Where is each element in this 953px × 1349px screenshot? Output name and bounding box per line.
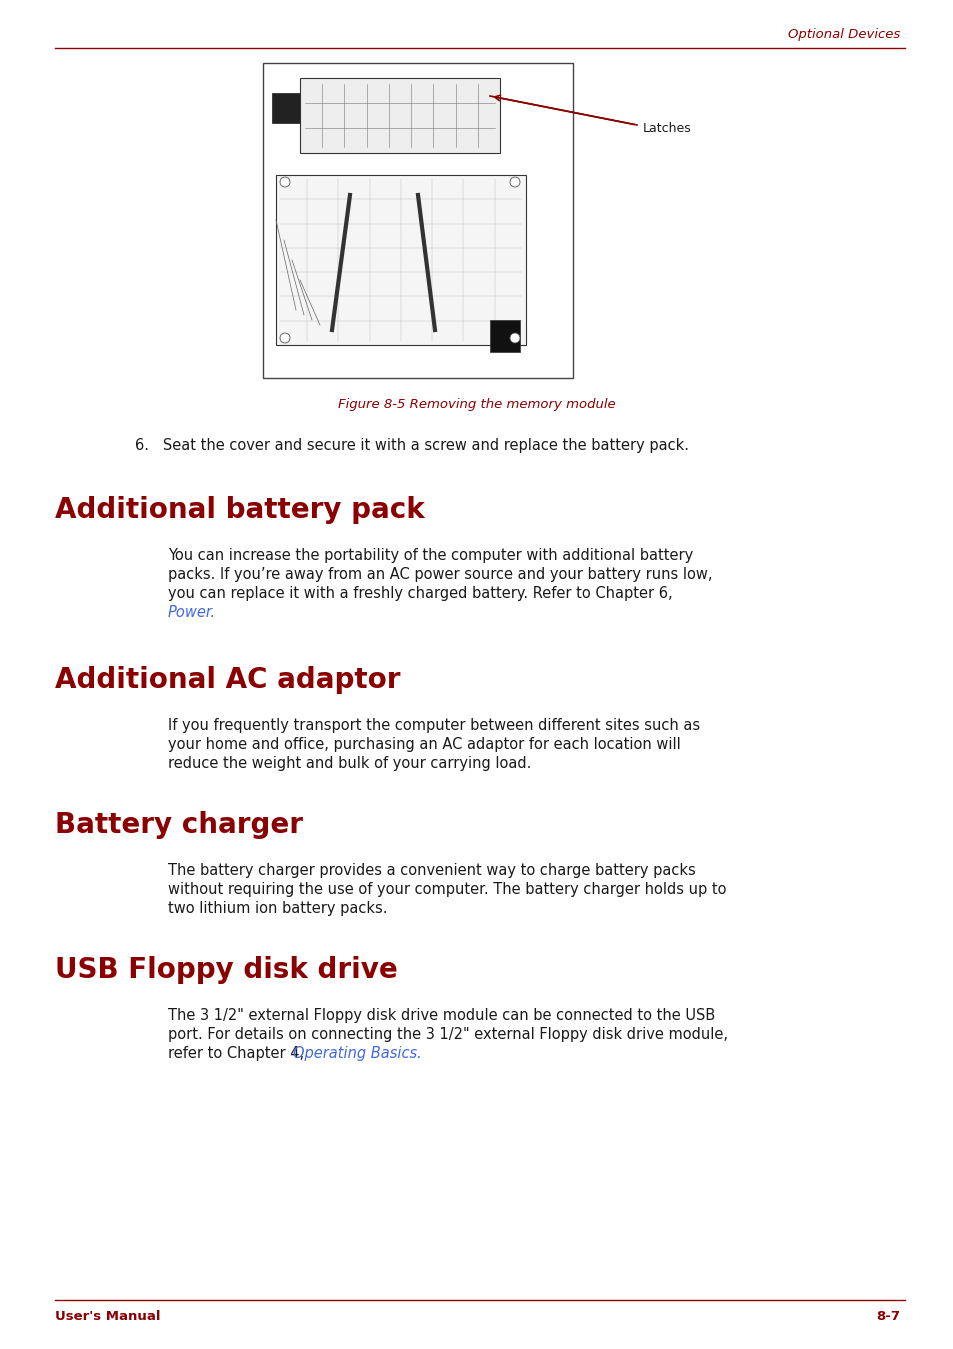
- Text: Battery charger: Battery charger: [55, 811, 303, 839]
- Text: you can replace it with a freshly charged battery. Refer to Chapter 6,: you can replace it with a freshly charge…: [168, 585, 672, 602]
- Text: reduce the weight and bulk of your carrying load.: reduce the weight and bulk of your carry…: [168, 755, 531, 772]
- Text: Additional battery pack: Additional battery pack: [55, 496, 424, 523]
- Text: User's Manual: User's Manual: [55, 1310, 160, 1323]
- Text: You can increase the portability of the computer with additional battery: You can increase the portability of the …: [168, 548, 693, 563]
- Text: Power.: Power.: [168, 604, 216, 621]
- Circle shape: [280, 333, 290, 343]
- Text: If you frequently transport the computer between different sites such as: If you frequently transport the computer…: [168, 718, 700, 733]
- Circle shape: [280, 177, 290, 188]
- Text: 6.   Seat the cover and secure it with a screw and replace the battery pack.: 6. Seat the cover and secure it with a s…: [135, 438, 688, 453]
- Text: without requiring the use of your computer. The battery charger holds up to: without requiring the use of your comput…: [168, 882, 726, 897]
- Circle shape: [510, 333, 519, 343]
- Bar: [490, 320, 519, 352]
- Circle shape: [510, 177, 519, 188]
- Text: The battery charger provides a convenient way to charge battery packs: The battery charger provides a convenien…: [168, 863, 695, 878]
- Text: Optional Devices: Optional Devices: [787, 28, 899, 40]
- Text: Latches: Latches: [642, 121, 691, 135]
- Bar: [272, 93, 299, 123]
- Text: two lithium ion battery packs.: two lithium ion battery packs.: [168, 901, 387, 916]
- Text: refer to Chapter 4,: refer to Chapter 4,: [168, 1045, 309, 1062]
- Text: Figure 8-5 Removing the memory module: Figure 8-5 Removing the memory module: [337, 398, 616, 411]
- Bar: [275, 175, 525, 345]
- Text: 8-7: 8-7: [875, 1310, 899, 1323]
- Text: port. For details on connecting the 3 1/2" external Floppy disk drive module,: port. For details on connecting the 3 1/…: [168, 1027, 727, 1041]
- Bar: [299, 78, 499, 152]
- Text: Additional AC adaptor: Additional AC adaptor: [55, 666, 400, 693]
- Text: packs. If you’re away from an AC power source and your battery runs low,: packs. If you’re away from an AC power s…: [168, 567, 712, 581]
- Text: USB Floppy disk drive: USB Floppy disk drive: [55, 956, 397, 983]
- Bar: [263, 63, 573, 378]
- Text: The 3 1/2" external Floppy disk drive module can be connected to the USB: The 3 1/2" external Floppy disk drive mo…: [168, 1008, 715, 1023]
- Text: Operating Basics.: Operating Basics.: [293, 1045, 421, 1062]
- Text: your home and office, purchasing an AC adaptor for each location will: your home and office, purchasing an AC a…: [168, 737, 680, 751]
